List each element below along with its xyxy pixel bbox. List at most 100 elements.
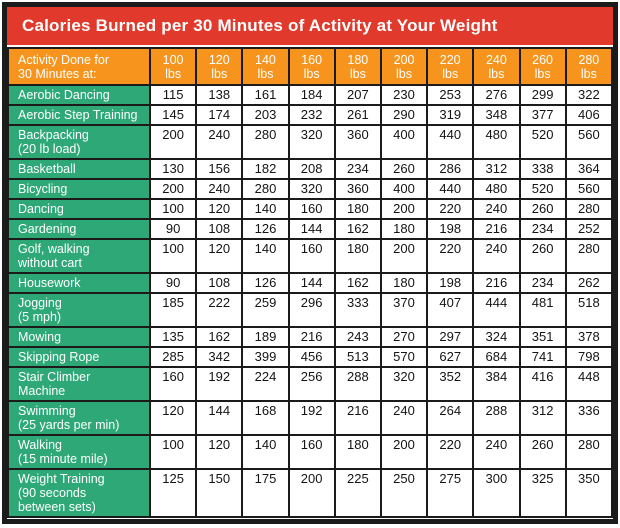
column-header: 280 lbs [564,47,613,86]
value-cell: 320 [379,366,429,402]
column-header: 200 lbs [379,47,429,86]
value-cell: 192 [195,366,244,402]
activity-cell: Basketball [7,158,151,180]
table-row: Walking (15 minute mile) 100 120 140 160 180 2… [7,434,613,470]
value-cell: 400 [379,178,429,200]
value-cell: 115 [148,84,198,106]
value-cell: 324 [472,326,521,348]
column-header: 220 lbs [426,47,475,86]
activity-cell: Aerobic Step Training [7,104,151,126]
value-cell: 378 [564,326,613,348]
value-cell: 140 [241,198,290,220]
value-cell: 135 [148,326,198,348]
value-cell: 320 [287,124,336,160]
value-cell: 234 [333,158,382,180]
value-cell: 207 [333,84,382,106]
value-cell: 144 [287,218,336,240]
value-cell: 180 [379,272,429,294]
value-cell: 684 [472,346,521,368]
value-cell: 130 [148,158,198,180]
value-cell: 125 [148,468,198,518]
value-cell: 234 [518,272,567,294]
value-cell: 520 [518,124,567,160]
table-corner-header: Activity Done for 30 Minutes at: [7,47,151,86]
table-row: Stair Climber Machine 160 192 224 256 288 320 3… [7,366,613,402]
value-cell: 140 [241,434,290,470]
value-cell: 518 [564,292,613,328]
value-cell: 560 [564,178,613,200]
value-cell: 342 [195,346,244,368]
value-cell: 184 [287,84,336,106]
value-cell: 259 [241,292,290,328]
value-cell: 570 [379,346,429,368]
value-cell: 560 [564,124,613,160]
column-header: 160 lbs [287,47,336,86]
value-cell: 180 [333,238,382,274]
value-cell: 416 [518,366,567,402]
value-cell: 297 [426,326,475,348]
value-cell: 480 [472,178,521,200]
column-header: 120 lbs [195,47,244,86]
value-cell: 240 [472,198,521,220]
value-cell: 275 [426,468,475,518]
value-cell: 120 [195,198,244,220]
activity-cell: Golf, walking without cart [7,238,151,274]
activity-cell: Walking (15 minute mile) [7,434,151,470]
value-cell: 351 [518,326,567,348]
table-row: Swimming (25 yards per min) 120 144 168 192 2… [7,400,613,436]
value-cell: 243 [333,326,382,348]
value-cell: 325 [518,468,567,518]
value-cell: 286 [426,158,475,180]
value-cell: 200 [148,124,198,160]
value-cell: 120 [195,238,244,274]
value-cell: 260 [518,434,567,470]
value-cell: 285 [148,346,198,368]
value-cell: 348 [472,104,521,126]
value-cell: 198 [426,218,475,240]
value-cell: 253 [426,84,475,106]
table-row: Bicycling 200 240 280 320 360 400 440 480 520 560 [7,178,613,200]
value-cell: 200 [379,198,429,220]
value-cell: 192 [287,400,336,436]
value-cell: 182 [241,158,290,180]
value-cell: 200 [379,434,429,470]
value-cell: 200 [379,238,429,274]
value-cell: 220 [426,434,475,470]
activity-cell: Mowing [7,326,151,348]
value-cell: 108 [195,218,244,240]
value-cell: 288 [472,400,521,436]
value-cell: 440 [426,124,475,160]
value-cell: 280 [241,178,290,200]
value-cell: 208 [287,158,336,180]
table-row: Golf, walking without cart 100 120 140 160 18… [7,238,613,274]
page-title: Calories Burned per 30 Minutes of Activi… [7,7,613,45]
value-cell: 406 [564,104,613,126]
value-cell: 448 [564,366,613,402]
column-header: 260 lbs [518,47,567,86]
value-cell: 234 [518,218,567,240]
value-cell: 145 [148,104,198,126]
value-cell: 138 [195,84,244,106]
value-cell: 312 [518,400,567,436]
value-cell: 370 [379,292,429,328]
value-cell: 513 [333,346,382,368]
value-cell: 481 [518,292,567,328]
value-cell: 216 [333,400,382,436]
value-cell: 162 [195,326,244,348]
value-cell: 290 [379,104,429,126]
value-cell: 200 [148,178,198,200]
value-cell: 322 [564,84,613,106]
value-cell: 230 [379,84,429,106]
value-cell: 162 [333,272,382,294]
activity-cell: Backpacking (20 lb load) [7,124,151,160]
value-cell: 144 [287,272,336,294]
value-cell: 220 [426,198,475,220]
value-cell: 270 [379,326,429,348]
activity-cell: Dancing [7,198,151,220]
value-cell: 399 [241,346,290,368]
value-cell: 225 [333,468,382,518]
value-cell: 162 [333,218,382,240]
value-cell: 627 [426,346,475,368]
value-cell: 222 [195,292,244,328]
